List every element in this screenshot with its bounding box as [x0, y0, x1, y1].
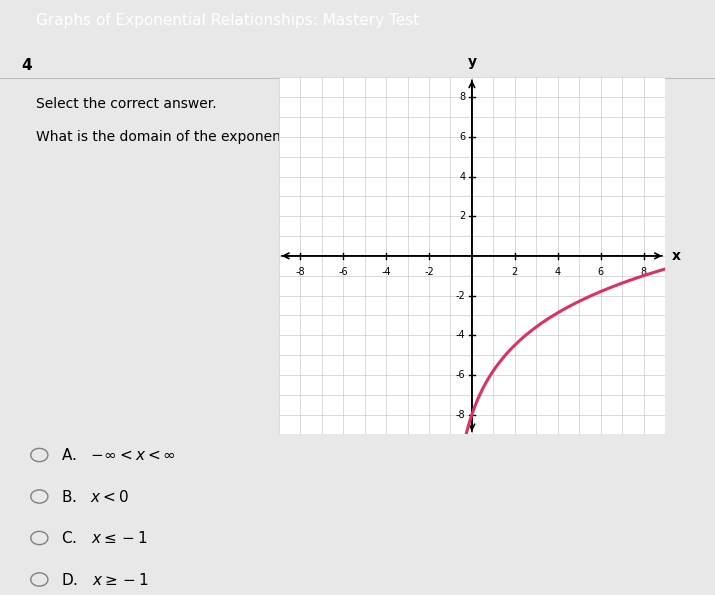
Text: 8: 8 [459, 92, 465, 102]
Text: D.   $x \geq -1$: D. $x \geq -1$ [61, 572, 149, 587]
Text: A.   $-\infty < x < \infty$: A. $-\infty < x < \infty$ [61, 447, 176, 463]
Text: -6: -6 [338, 267, 348, 277]
Text: 6: 6 [598, 267, 603, 277]
Text: -8: -8 [295, 267, 305, 277]
Text: 4: 4 [21, 58, 32, 73]
Text: -4: -4 [456, 330, 465, 340]
Text: B.   $x < 0$: B. $x < 0$ [61, 488, 129, 505]
Text: Select the correct answer.: Select the correct answer. [36, 97, 217, 111]
Text: 4: 4 [459, 171, 465, 181]
Text: -6: -6 [456, 370, 465, 380]
Text: Graphs of Exponential Relationships: Mastery Test: Graphs of Exponential Relationships: Mas… [36, 13, 419, 29]
Text: -2: -2 [455, 290, 465, 300]
Text: y: y [468, 55, 476, 70]
Text: x: x [671, 249, 681, 263]
Text: 2: 2 [459, 211, 465, 221]
Text: -4: -4 [381, 267, 391, 277]
Text: 4: 4 [555, 267, 561, 277]
Text: 8: 8 [641, 267, 646, 277]
Text: -2: -2 [424, 267, 434, 277]
Text: What is the domain of the exponential function shown in the graph?: What is the domain of the exponential fu… [36, 130, 509, 144]
Text: 6: 6 [459, 132, 465, 142]
Text: -8: -8 [456, 409, 465, 419]
Text: C.   $x \leq -1$: C. $x \leq -1$ [61, 530, 147, 546]
Text: 2: 2 [512, 267, 518, 277]
